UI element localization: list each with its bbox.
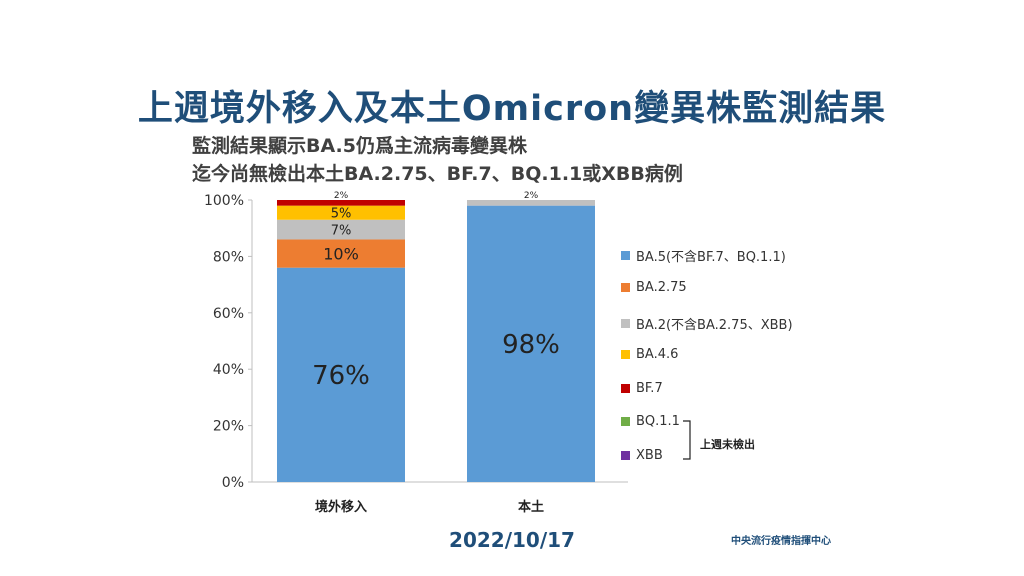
y-tick-label: 0%	[222, 475, 244, 491]
bar-segment	[277, 239, 405, 268]
y-tick-label: 40%	[213, 362, 244, 378]
data-label: 76%	[312, 361, 370, 391]
bar-segment	[277, 200, 405, 206]
x-tick-label: 本土	[518, 499, 544, 515]
legend-item: BA.2.75	[621, 280, 687, 295]
legend-label: BQ.1.1	[636, 414, 680, 429]
y-tick-label: 100%	[204, 193, 244, 209]
legend-swatch	[621, 251, 630, 260]
legend-swatch	[621, 384, 630, 393]
data-label: 7%	[331, 223, 352, 238]
data-label: 2%	[334, 191, 349, 201]
not-detected-bracket-label: 上週未檢出	[700, 438, 755, 451]
data-label: 98%	[502, 330, 560, 360]
legend-swatch	[621, 283, 630, 292]
footer-org: 中央流行疫情指揮中心	[731, 536, 831, 547]
legend-label: BA.4.6	[636, 347, 679, 362]
legend-item: BQ.1.1	[621, 414, 680, 429]
bar-segment	[277, 219, 405, 240]
footer-date: 2022/10/17	[449, 528, 575, 552]
bar-segment	[277, 205, 405, 220]
legend-label: XBB	[636, 448, 663, 463]
legend-item: BF.7	[621, 381, 663, 396]
legend-label: BA.2.75	[636, 280, 687, 295]
subtitle-line-2: 迄今尚無檢出本土BA.2.75、BF.7、BQ.1.1或XBB病例	[192, 163, 683, 185]
legend-item: BA.2(不含BA.2.75、XBB)	[621, 314, 793, 333]
bar-segment	[467, 200, 595, 206]
legend-swatch	[621, 350, 630, 359]
legend-item: XBB	[621, 448, 663, 463]
y-tick-label: 80%	[213, 249, 244, 265]
legend-item: BA.5(不含BF.7、BQ.1.1)	[621, 246, 786, 265]
legend-label: BA.2(不含BA.2.75、XBB)	[636, 318, 793, 333]
subtitle-line-1: 監測結果顯示BA.5仍爲主流病毒變異株	[192, 135, 527, 157]
data-label: 2%	[524, 191, 539, 201]
page-title: 上週境外移入及本土Omicron變異株監測結果	[137, 89, 887, 129]
legend-label: BF.7	[636, 381, 663, 396]
legend-swatch	[621, 417, 630, 426]
legend-item: BA.4.6	[621, 347, 678, 362]
legend-swatch	[621, 451, 630, 460]
data-label: 10%	[323, 244, 359, 263]
bar-segment	[277, 267, 405, 482]
legend-label: BA.5(不含BF.7、BQ.1.1)	[636, 250, 786, 265]
data-label: 5%	[331, 206, 352, 221]
legend-swatch	[621, 319, 630, 328]
y-tick-label: 60%	[213, 306, 244, 322]
x-tick-label: 境外移入	[315, 499, 367, 515]
not-detected-bracket	[683, 420, 691, 460]
y-tick-label: 20%	[213, 419, 244, 435]
bar-segment	[467, 205, 595, 482]
